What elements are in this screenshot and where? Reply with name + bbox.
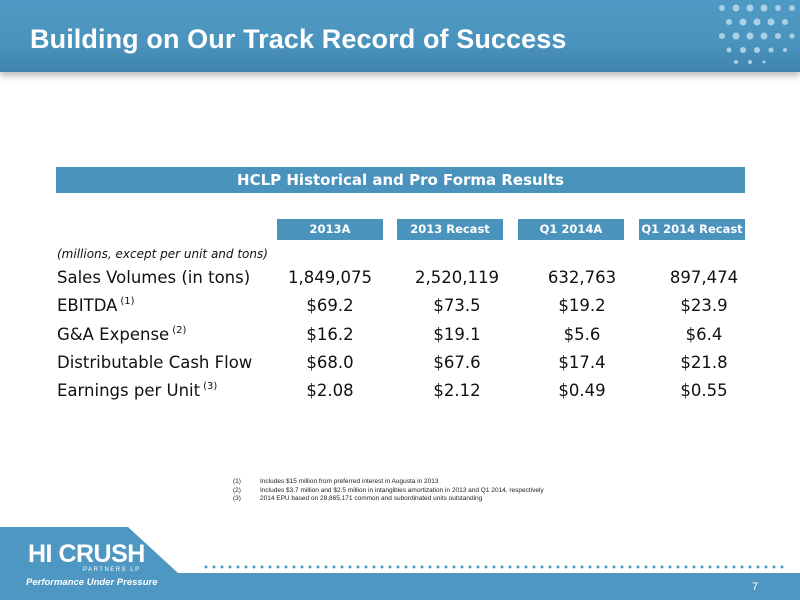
- cell-sales-volumes-2013-recast: 2,520,119: [415, 268, 499, 287]
- column-header-2013a: 2013A: [277, 219, 383, 240]
- cell-ga-expense-q1-2014-recast: $6.4: [685, 325, 723, 344]
- cell-dcf-q1-2014-recast: $21.8: [680, 353, 728, 372]
- cell-epu-q1-2014-recast: $0.55: [680, 381, 728, 400]
- cell-dcf-2013-recast: $67.6: [433, 353, 481, 372]
- column-header-q1-2014-recast: Q1 2014 Recast: [639, 219, 745, 240]
- row-label-ebitda: EBITDA (1): [57, 296, 135, 315]
- footnote-3: (3) 2014 EPU based on 28,865,171 common a…: [233, 495, 483, 502]
- cell-ebitda-2013a: $69.2: [306, 296, 354, 315]
- cell-epu-2013-recast: $2.12: [433, 381, 481, 400]
- cell-ga-expense-q1-2014a: $5.6: [563, 325, 601, 344]
- footnotes: (1) Includes $15 million from preferred i…: [233, 478, 544, 504]
- row-label-sales-volumes: Sales Volumes (in tons): [57, 268, 251, 287]
- company-logo-subtitle: PARTNERS LP: [83, 567, 141, 573]
- row-label-earnings-per-unit: Earnings per Unit (3): [57, 381, 218, 400]
- footer-band: [0, 527, 800, 600]
- column-header-2013-recast: 2013 Recast: [397, 219, 503, 240]
- footnote-2: (2) Includes $3.7 million and $2.5 millio…: [233, 486, 544, 494]
- cell-ga-expense-2013-recast: $19.1: [433, 325, 481, 344]
- cell-epu-2013a: $2.08: [306, 381, 354, 400]
- table-banner: HCLP Historical and Pro Forma Results: [56, 167, 745, 193]
- footnote-1: (1) Includes $15 million from preferred i…: [233, 478, 439, 485]
- cell-ebitda-2013-recast: $73.5: [433, 296, 481, 315]
- dot-pattern-decoration: [719, 4, 795, 64]
- cell-sales-volumes-2013a: 1,849,075: [288, 268, 372, 287]
- company-tagline: Performance Under Pressure: [26, 577, 158, 588]
- cell-ebitda-q1-2014-recast: $23.9: [680, 296, 728, 315]
- slide-header: Building on Our Track Record of Success: [0, 0, 800, 72]
- cell-ebitda-q1-2014a: $19.2: [558, 296, 606, 315]
- cell-ga-expense-2013a: $16.2: [306, 325, 354, 344]
- slide-title: Building on Our Track Record of Success: [30, 24, 567, 54]
- page-number: 7: [752, 581, 759, 593]
- footnote-ref-2: (2): [172, 325, 187, 336]
- row-label-ga-expense: G&A Expense (2): [57, 325, 187, 344]
- cell-epu-q1-2014a: $0.49: [558, 381, 606, 400]
- cell-dcf-q1-2014a: $17.4: [558, 353, 606, 372]
- footnote-ref-1: (1): [120, 296, 135, 307]
- footnote-ref-3: (3): [203, 381, 218, 392]
- units-note: (millions, except per unit and tons): [57, 247, 268, 261]
- cell-dcf-2013a: $68.0: [306, 353, 354, 372]
- cell-sales-volumes-q1-2014a: 632,763: [547, 268, 617, 287]
- company-logo: HI CRUSH: [28, 540, 145, 568]
- cell-sales-volumes-q1-2014-recast: 897,474: [669, 268, 739, 287]
- column-header-q1-2014a: Q1 2014A: [518, 219, 624, 240]
- row-label-distributable-cash-flow: Distributable Cash Flow: [57, 353, 253, 372]
